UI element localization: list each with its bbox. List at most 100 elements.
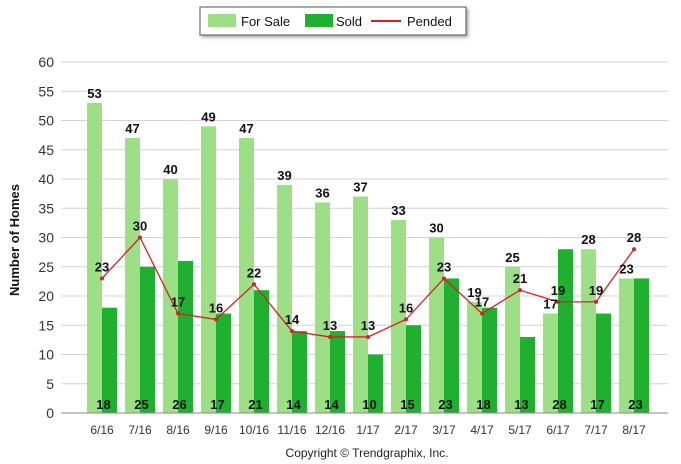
y-tick-label: 50 — [38, 113, 54, 129]
data-label-for-sale: 47 — [239, 121, 253, 136]
pended-point — [100, 276, 104, 281]
y-tick-label: 25 — [38, 259, 54, 275]
bar-for-sale — [543, 313, 558, 413]
pended-point — [252, 282, 256, 287]
data-label-pended: 28 — [627, 230, 641, 245]
bar-sold — [216, 313, 231, 413]
data-label-for-sale: 30 — [429, 221, 443, 236]
x-tick-label: 3/17 — [432, 423, 456, 437]
pended-point — [442, 276, 446, 281]
bars — [87, 102, 649, 414]
bar-for-sale — [87, 102, 102, 413]
data-label-sold: 13 — [514, 397, 528, 412]
data-label-pended: 23 — [437, 259, 451, 274]
x-tick-label: 6/16 — [90, 423, 114, 437]
data-label-pended: 22 — [247, 265, 261, 280]
x-axis-ticks: 6/16 7/16 8/16 9/16 10/16 11/16 12/16 1/17 2/17 3… — [90, 423, 646, 437]
copyright-text: Copyright © Trendgraphix, Inc. — [286, 446, 449, 460]
bar-sold — [178, 260, 193, 413]
data-label-pended: 16 — [209, 300, 223, 315]
data-label-for-sale: 28 — [581, 232, 595, 247]
y-tick-label: 30 — [38, 230, 54, 246]
bar-for-sale — [239, 138, 254, 414]
data-label-pended: 30 — [133, 219, 147, 234]
pended-point — [176, 311, 180, 316]
y-tick-label: 20 — [38, 288, 54, 304]
bar-sold — [444, 278, 459, 413]
data-label-for-sale: 53 — [87, 86, 101, 101]
data-label-sold: 25 — [134, 397, 148, 412]
data-label-sold: 23 — [628, 397, 642, 412]
bar-for-sale — [429, 237, 444, 413]
bar-sold — [596, 313, 611, 413]
legend-label: Pended — [407, 14, 452, 29]
data-label-sold: 17 — [210, 397, 224, 412]
data-label-pended: 19 — [589, 283, 603, 298]
pended-point — [366, 334, 370, 339]
y-tick-label: 10 — [38, 347, 54, 363]
bar-for-sale — [201, 126, 216, 413]
x-tick-label: 4/17 — [470, 423, 494, 437]
bar-for-sale — [163, 179, 178, 413]
data-label-sold: 10 — [362, 397, 376, 412]
data-label-sold: 23 — [438, 397, 452, 412]
bar-for-sale — [619, 278, 634, 413]
data-label-sold: 18 — [476, 397, 490, 412]
x-tick-label: 1/17 — [356, 423, 380, 437]
bar-for-sale — [505, 266, 520, 413]
bar-for-sale — [125, 138, 140, 414]
x-tick-label: 11/16 — [277, 423, 306, 437]
data-label-sold: 28 — [552, 397, 566, 412]
y-tick-label: 55 — [38, 83, 54, 99]
data-label-for-sale: 17 — [543, 297, 557, 312]
bar-for-sale — [581, 249, 596, 413]
pended-point — [214, 317, 218, 322]
data-label-for-sale: 33 — [391, 203, 405, 218]
data-label-pended: 21 — [513, 271, 527, 286]
pended-point — [594, 299, 598, 304]
bar-for-sale — [467, 301, 482, 413]
bar-for-sale — [277, 184, 292, 413]
data-label-pended: 16 — [399, 300, 413, 315]
y-tick-label: 60 — [38, 54, 54, 70]
bar-sold — [482, 307, 497, 413]
x-tick-label: 2/17 — [394, 423, 418, 437]
data-label-sold: 14 — [324, 397, 339, 412]
y-tick-label: 0 — [46, 405, 54, 421]
bar-sold — [558, 249, 573, 413]
x-tick-label: 10/16 — [239, 423, 269, 437]
legend: For Sale Sold Pended — [199, 6, 467, 36]
legend-label: Sold — [336, 14, 362, 29]
data-label-for-sale: 19 — [467, 285, 481, 300]
legend-swatch — [305, 14, 333, 27]
bar-sold — [634, 278, 649, 413]
data-label-pended: 13 — [323, 318, 337, 333]
data-label-pended: 23 — [95, 259, 109, 274]
y-tick-label: 45 — [38, 142, 54, 158]
pended-point — [556, 299, 560, 304]
data-label-pended: 14 — [285, 312, 300, 327]
y-tick-label: 35 — [38, 200, 54, 216]
legend-swatch — [208, 14, 236, 27]
bar-sold — [368, 354, 383, 413]
data-label-sold: 14 — [286, 397, 301, 412]
data-label-for-sale: 40 — [163, 162, 177, 177]
pended-line — [100, 235, 636, 339]
pended-point — [328, 334, 332, 339]
data-label-pended: 13 — [361, 318, 375, 333]
x-tick-label: 7/16 — [128, 423, 152, 437]
bar-sold — [140, 266, 155, 413]
pended-point — [518, 288, 522, 293]
data-label-sold: 15 — [400, 397, 414, 412]
data-label-for-sale: 36 — [315, 185, 329, 200]
bar-sold — [254, 290, 269, 413]
data-label-for-sale: 37 — [353, 180, 367, 195]
y-axis-title: Number of Homes — [7, 184, 22, 296]
bar-sold — [520, 336, 535, 413]
bar-sold — [102, 307, 117, 413]
bar-sold — [292, 331, 307, 413]
x-tick-label: 5/17 — [508, 423, 532, 437]
x-tick-label: 8/17 — [622, 423, 646, 437]
data-label-sold: 21 — [248, 397, 262, 412]
